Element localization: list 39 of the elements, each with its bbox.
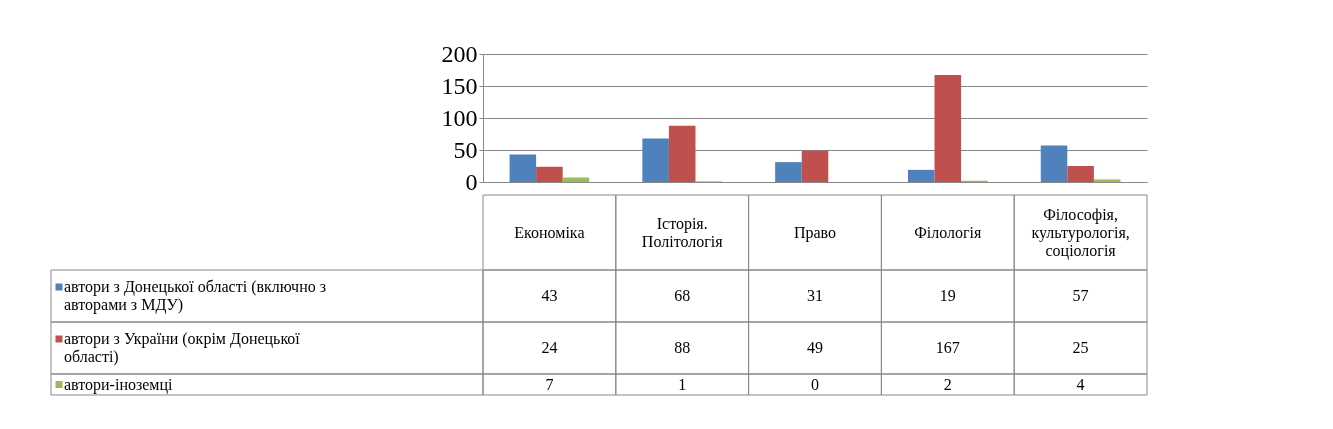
data-label: 31 <box>807 287 823 304</box>
legend-label: автори з України (окрім Донецької області) <box>64 330 301 366</box>
y-tick-label: 100 <box>441 104 478 131</box>
data-label: 25 <box>1072 339 1089 356</box>
data-label: 4 <box>1076 375 1085 393</box>
data-label: 24 <box>541 339 558 356</box>
bar <box>907 169 935 182</box>
data-label: 7 <box>545 375 554 393</box>
data-label: 2 <box>943 375 952 393</box>
bar <box>536 166 563 182</box>
data-label: 43 <box>541 287 558 304</box>
bar <box>801 150 829 182</box>
bar <box>775 162 802 182</box>
bar <box>1040 145 1068 182</box>
bar <box>642 138 669 182</box>
data-label: 0 <box>811 375 819 393</box>
bar <box>668 125 696 182</box>
data-label: 88 <box>674 339 691 356</box>
legend-label: автори з Донецької області (включно з авторами з МДУ) <box>64 278 327 314</box>
data-label: 167 <box>935 339 960 356</box>
y-tick-label: 50 <box>453 136 478 163</box>
x-tick-label: Філософія, культурологія, соціологія <box>1031 205 1130 260</box>
x-tick-label: Право <box>793 223 837 242</box>
data-label: 19 <box>939 287 956 304</box>
data-label: 57 <box>1072 287 1089 304</box>
x-tick-label: Економіка <box>514 223 585 241</box>
x-tick-label: Філологія <box>914 223 983 241</box>
y-tick-label: 0 <box>465 168 478 195</box>
bar <box>509 154 537 182</box>
data-label: 68 <box>674 287 691 304</box>
bar <box>1093 179 1121 182</box>
y-tick-label: 200 <box>441 40 478 67</box>
x-tick-label: Історія. Політологія <box>641 214 724 250</box>
data-label: 49 <box>807 339 823 356</box>
legend-label: автори-іноземці <box>64 375 174 394</box>
bar <box>934 75 962 182</box>
bar <box>1067 166 1094 182</box>
y-tick-label: 150 <box>441 72 478 99</box>
data-label: 1 <box>678 375 687 393</box>
